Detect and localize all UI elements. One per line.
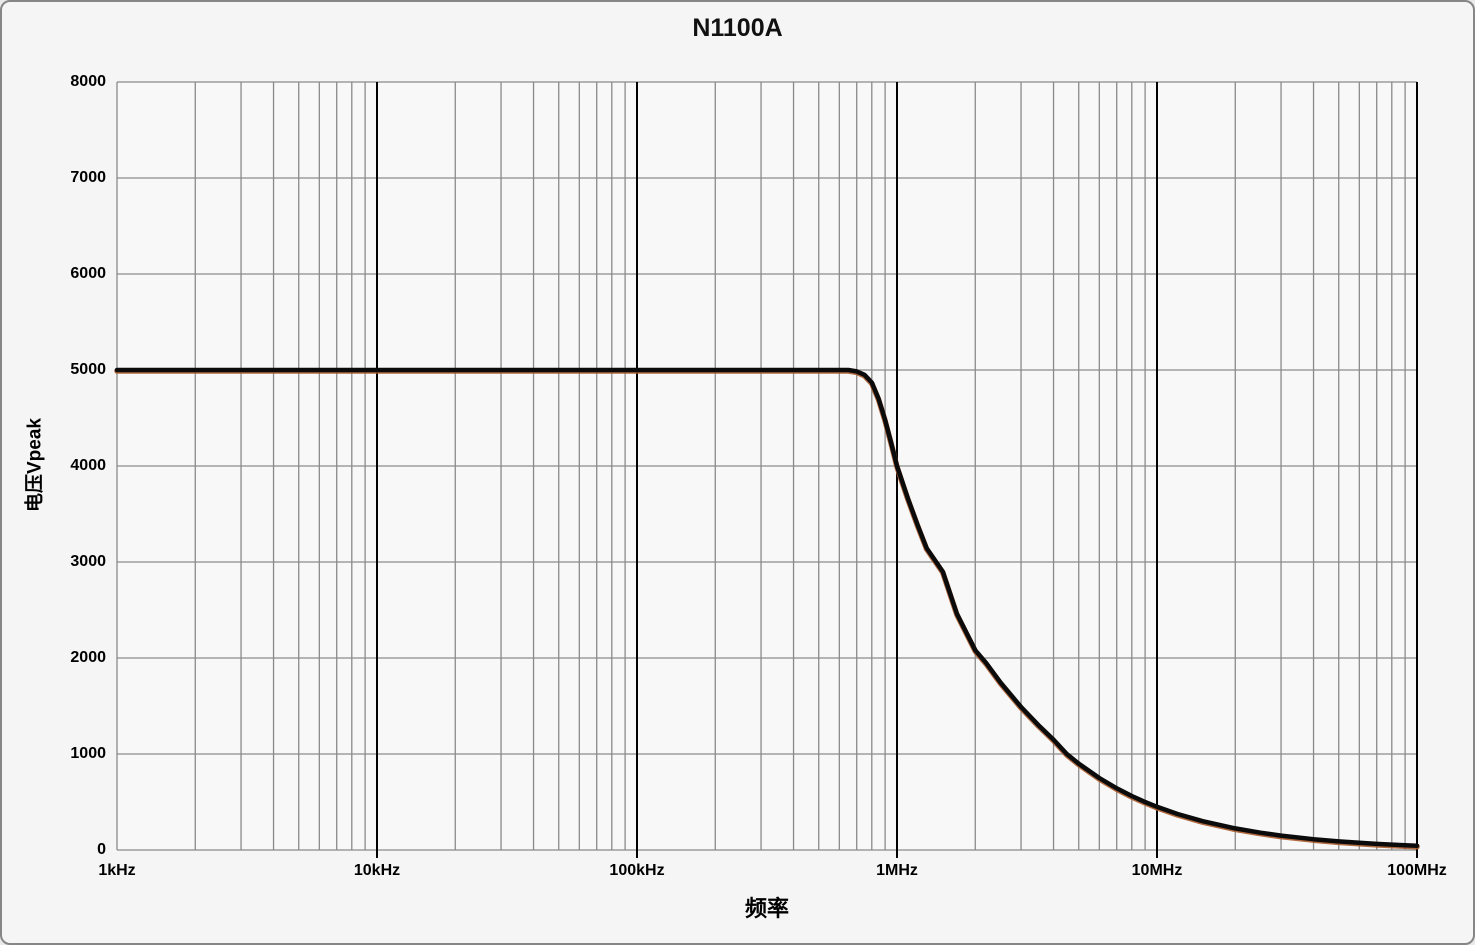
x-tick-label: 1kHz: [98, 862, 136, 879]
y-tick-label: 0: [97, 841, 106, 858]
y-tick-label: 7000: [70, 169, 106, 186]
x-tick-label: 100MHz: [1387, 862, 1447, 879]
y-tick-label: 5000: [70, 361, 106, 378]
y-tick-label: 2000: [70, 649, 106, 666]
x-tick-label: 100kHz: [609, 862, 665, 879]
x-tick-label: 1MHz: [876, 862, 918, 879]
y-tick-label: 4000: [70, 457, 106, 474]
x-tick-label: 10MHz: [1131, 862, 1183, 879]
data-curve: [114, 367, 1420, 848]
y-tick-label: 6000: [70, 265, 106, 282]
x-axis-title: 频率: [744, 896, 790, 921]
y-tick-label: 1000: [70, 745, 106, 762]
chart-title: N1100A: [692, 14, 783, 42]
y-tick-label: 8000: [70, 73, 106, 90]
y-axis-title: 电压Vpeak: [24, 418, 46, 512]
y-tick-label: 3000: [70, 553, 106, 570]
x-tick-label: 10kHz: [353, 862, 401, 879]
